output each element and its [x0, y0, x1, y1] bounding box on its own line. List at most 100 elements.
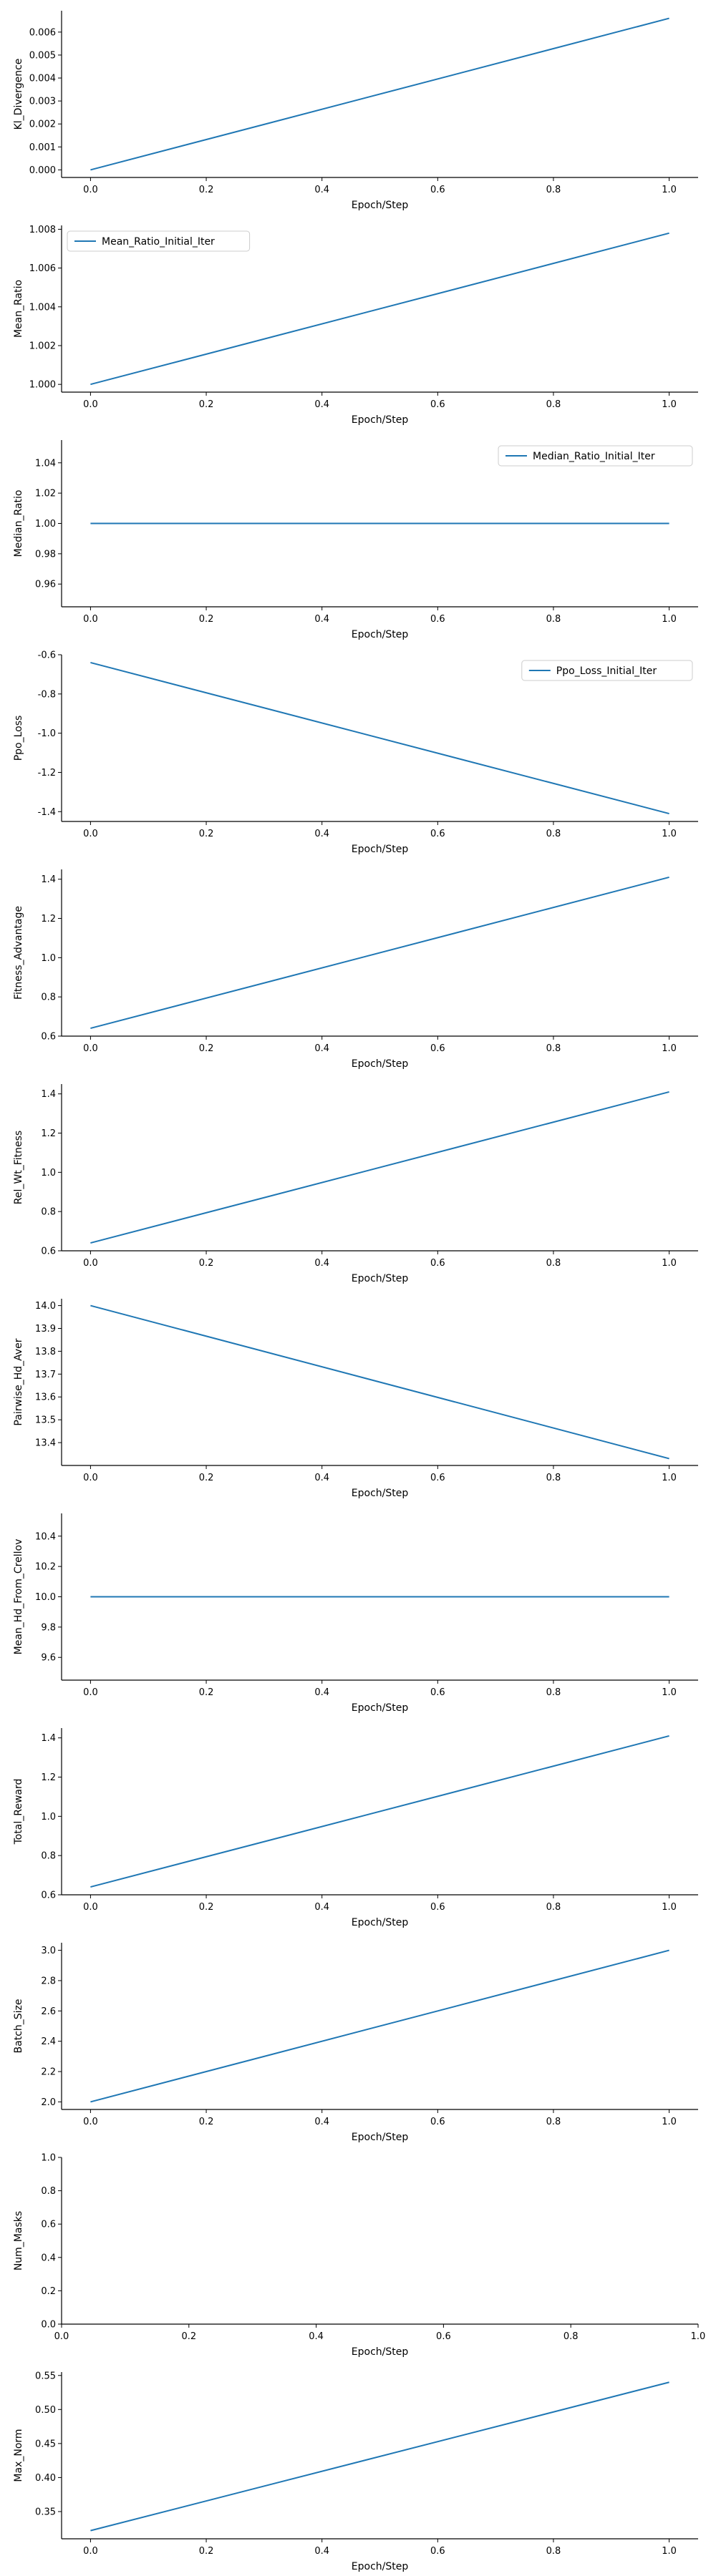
y-tick-label: 9.8 [41, 1622, 56, 1633]
y-tick-label: 0.8 [41, 2186, 56, 2197]
x-tick-label: 1.0 [662, 1473, 677, 1483]
x-tick-label: 0.4 [314, 1902, 329, 1913]
legend-box [521, 660, 693, 681]
x-tick-label: 1.0 [662, 185, 677, 195]
subplot-6: 0.0 0.2 0.4 0.6 0.8 1.0 0.6 0.8 1.0 1.2 1.4 Epoch/S… [13, 1084, 698, 1284]
x-axis-label: Epoch/Step [352, 1488, 409, 1499]
legend-box [498, 445, 693, 467]
x-tick-label: 0.6 [430, 399, 445, 410]
x-tick-label: 0.8 [546, 1473, 561, 1483]
y-tick-label: 1.008 [29, 225, 56, 235]
y-tick-label: 0.8 [41, 992, 56, 1003]
subplot-10: 0.0 0.2 0.4 0.6 0.8 1.0 2.0 2.2 2.4 2.6 2.8 3.0 Epoc… [13, 1943, 698, 2143]
y-tick-label: 0.96 [35, 580, 56, 590]
y-tick-label: 0.6 [41, 1032, 56, 1043]
y-tick-label: 1.2 [41, 914, 56, 924]
x-tick-label: 1.0 [662, 829, 677, 839]
x-tick-label: 0.8 [546, 829, 561, 839]
legend-label: Ppo_Loss_Initial_Iter [556, 665, 657, 677]
subplot-12: 0.0 0.2 0.4 0.6 0.8 1.0 0.35 0.40 0.45 0.50 0.55 Ep… [13, 2371, 698, 2572]
legend-label: Median_Ratio_Initial_Iter [533, 451, 655, 462]
legend-label: Mean_Ratio_Initial_Iter [102, 236, 215, 248]
y-axis-label: Rel_Wt_Fitness [13, 1131, 24, 1204]
y-tick-label: 0.003 [29, 97, 56, 107]
y-tick-label: 1.4 [41, 1733, 56, 1744]
series-line [90, 17, 669, 171]
y-tick-label: 10.2 [35, 1562, 56, 1573]
x-tick-label: 0.4 [314, 399, 329, 410]
y-tick-label: 1.2 [41, 1128, 56, 1139]
x-axis-label: Epoch/Step [352, 414, 409, 426]
x-tick-label: 0.8 [546, 399, 561, 410]
x-tick-label: 1.0 [691, 2331, 706, 2342]
x-tick-label: 0.4 [314, 1258, 329, 1269]
x-tick-label: 0.6 [430, 1473, 445, 1483]
y-tick-label: 0.55 [35, 2371, 56, 2381]
x-tick-label: 0.4 [309, 2331, 324, 2342]
x-tick-label: 0.8 [546, 614, 561, 625]
subplot-9: 0.0 0.2 0.4 0.6 0.8 1.0 0.6 0.8 1.0 1.2 1.4 Epoch/S… [13, 1728, 698, 1928]
y-tick-label: 0.002 [29, 119, 56, 130]
legend: Median_Ratio_Initial_Iter [498, 445, 693, 467]
x-tick-label: 1.0 [662, 1258, 677, 1269]
y-tick-label: 0.35 [35, 2507, 56, 2517]
subplot-3: 0.0 0.2 0.4 0.6 0.8 1.0 0.96 0.98 1.00 1.02 1.04 Ep… [13, 440, 698, 640]
y-tick-label: 1.2 [41, 1772, 56, 1783]
y-axis-label: Num_Masks [13, 2211, 24, 2270]
x-tick-label: 0.0 [83, 1473, 98, 1483]
x-tick-label: 0.2 [199, 614, 214, 625]
x-tick-label: 0.6 [430, 2546, 445, 2557]
y-tick-label: 13.8 [35, 1347, 56, 1357]
x-tick-label: 0.6 [430, 1258, 445, 1269]
x-tick-label: 0.6 [430, 2117, 445, 2127]
x-tick-label: 0.8 [546, 1043, 561, 1054]
x-tick-label: 1.0 [662, 399, 677, 410]
series-line [90, 661, 669, 815]
legend: Mean_Ratio_Initial_Iter [67, 230, 251, 252]
y-tick-label: 1.02 [35, 489, 56, 499]
y-tick-label: 0.8 [41, 1851, 56, 1862]
subplot-11: 0.0 0.2 0.4 0.6 0.8 1.0 0.0 0.2 0.4 0.6 0.8 1.0 Epoc… [13, 2153, 705, 2358]
y-tick-label: 0.006 [29, 27, 56, 38]
x-axis-label: Epoch/Step [352, 1273, 409, 1284]
y-tick-label: 0.4 [41, 2253, 56, 2263]
y-tick-label: 2.6 [41, 2006, 56, 2017]
y-tick-label: 0.40 [35, 2473, 56, 2484]
series-line [90, 232, 669, 386]
y-tick-label: 13.4 [35, 1438, 56, 1449]
x-tick-label: 0.4 [314, 1473, 329, 1483]
y-tick-label: 1.0 [41, 953, 56, 964]
legend-box [67, 230, 251, 252]
y-tick-label: 2.2 [41, 2067, 56, 2078]
x-tick-label: 1.0 [662, 614, 677, 625]
y-tick-label: 10.4 [35, 1531, 56, 1542]
x-tick-label: 0.6 [430, 1687, 445, 1698]
y-axis-label: Mean_Ratio [13, 280, 24, 338]
x-tick-label: 0.4 [314, 2117, 329, 2127]
y-tick-label: 1.002 [29, 341, 56, 351]
y-tick-label: -0.6 [38, 650, 56, 661]
series-line [90, 1091, 669, 1244]
y-tick-label: 0.6 [41, 1246, 56, 1257]
y-tick-label: 1.04 [35, 458, 56, 469]
series-line [90, 876, 669, 1030]
y-tick-label: 1.000 [29, 380, 56, 391]
x-tick-label: 0.4 [314, 1043, 329, 1054]
x-tick-label: 0.0 [83, 2546, 98, 2557]
y-axis-label: Max_Norm [13, 2429, 24, 2482]
y-tick-label: 0.000 [29, 165, 56, 176]
x-tick-label: 0.6 [436, 2331, 451, 2342]
y-tick-label: 13.7 [35, 1370, 56, 1380]
subplot-4: 0.0 0.2 0.4 0.6 0.8 1.0 -0.6 -0.8 -1.0 -1.2 -1.4 Ep… [13, 650, 698, 855]
subplot-8: 0.0 0.2 0.4 0.6 0.8 1.0 9.6 9.8 10.0 10.2 10.4 Epoc… [13, 1513, 698, 1714]
x-tick-label: 0.0 [83, 2117, 98, 2127]
subplot-5: 0.0 0.2 0.4 0.6 0.8 1.0 0.6 0.8 1.0 1.2 1.4 Epoch/S… [13, 869, 698, 1070]
y-tick-label: 0.2 [41, 2286, 56, 2297]
y-axis-label: Median_Ratio [13, 490, 24, 557]
y-tick-label: 0.004 [29, 74, 56, 84]
y-tick-label: -1.4 [38, 807, 56, 818]
y-tick-label: 1.00 [35, 519, 56, 530]
x-axis-label: Epoch/Step [352, 2561, 409, 2572]
y-axis-label: Batch_Size [13, 1999, 24, 2054]
